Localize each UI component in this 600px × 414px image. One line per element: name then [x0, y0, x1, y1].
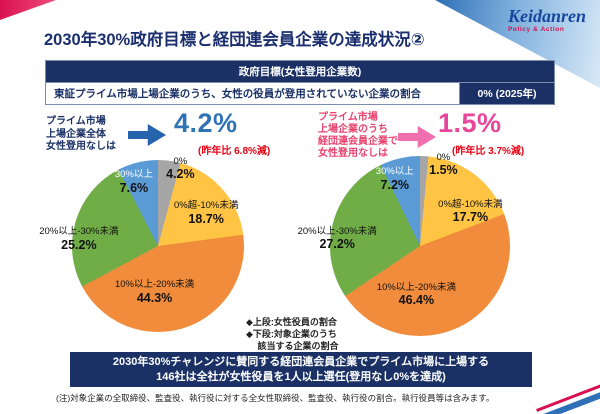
pie-chart-keidanren-member-companies: 0% 1.5% 0%超-10%未満 17.7% 10%以上-20%未満 46.4…	[298, 152, 510, 336]
government-target-table: 政府目標(女性登用企業数) 東証プライム市場上場企業のうち、女性の役員が登用され…	[45, 60, 555, 105]
slice-label: 20%以上-30%未満 27.2%	[297, 225, 377, 251]
slice-label: 30%以上 7.6%	[114, 169, 153, 195]
pie-legend: ◆上段:女性役員の割合 ◆下段:対象企業のうち 該当する企業の割合	[246, 317, 339, 351]
pie-chart-all-prime-companies: 0% 4.2% 0%超-10%未満 18.7% 10%以上-20%未満 44.3…	[39, 155, 244, 332]
table-header: 政府目標(女性登用企業数)	[45, 60, 555, 83]
highlight-banner: 2030年30%チャレンジに賛同する経団連会員企業でプライム市場に上場する 14…	[70, 352, 532, 387]
right-stat-value: 1.5%	[438, 108, 502, 138]
slice-label: 0% 1.5%	[429, 151, 458, 178]
corner-ribbon-top-left	[0, 0, 56, 20]
slice-label: 0% 4.2%	[166, 155, 195, 181]
right-stat-label: プライム市場 上場企業のうち 経団連会員企業で 女性登用なしは	[318, 112, 398, 159]
page-title: 2030年30%政府目標と経団連会員企業の達成状況②	[44, 31, 425, 49]
right-arrow-icon	[128, 124, 166, 146]
table-row: 東証プライム市場上場企業のうち、女性の役員が登用されていない企業の割合 0% (…	[45, 82, 555, 105]
right-arrow-icon	[398, 126, 436, 148]
slice-label: 20%以上-30%未満 25.2%	[39, 225, 119, 252]
logo-tagline: Policy & Action	[507, 26, 565, 33]
keidanren-logo: Keidanren Policy & Action	[507, 6, 586, 34]
pie-graphic	[330, 156, 510, 336]
logo-wordmark: Keidanren	[507, 6, 586, 26]
slice-label: 10%以上-20%未満 44.3%	[114, 279, 195, 305]
footnote: (注)対象企業の全取締役、監査役、執行役に対する全女性取締役、監査役、執行役の割…	[56, 393, 495, 403]
left-stat-delta: (昨年比 6.8%減)	[198, 146, 271, 157]
left-stat-label: プライム市場 上場企業全体 女性登用なしは	[46, 116, 116, 152]
slice-label: 10%以上-20%未満 46.4%	[376, 281, 456, 307]
table-row-value: 0% (2025年)	[459, 82, 555, 105]
slice-label: 0%超-10%未満 17.7%	[438, 198, 503, 224]
table-row-label: 東証プライム市場上場企業のうち、女性の役員が登用されていない企業の割合	[45, 82, 460, 105]
left-stat-value: 4.2%	[174, 108, 238, 138]
right-stat-delta: (昨年比 3.7%減)	[452, 146, 525, 157]
slice-label: 30%以上 7.2%	[375, 166, 414, 192]
slice-label: 0%超-10%未満 18.7%	[173, 200, 239, 226]
pie-graphic	[72, 160, 244, 332]
